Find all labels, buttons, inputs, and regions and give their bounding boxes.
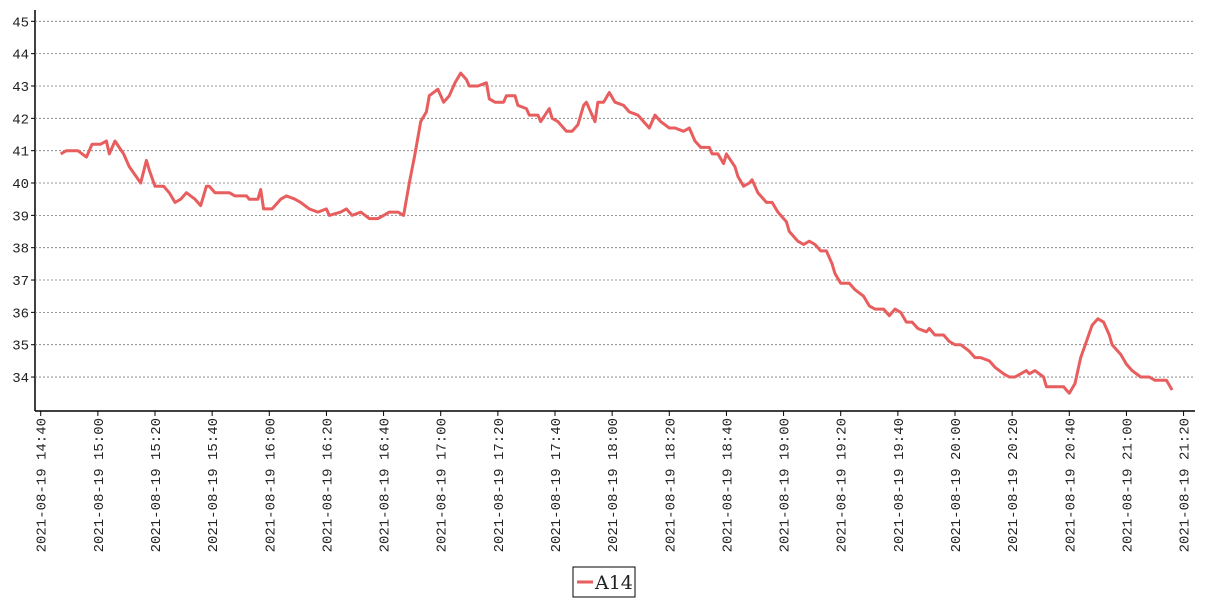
y-tick-label: 39: [12, 209, 29, 225]
x-tick-label: 2021-08-19 15:20: [149, 418, 165, 552]
x-tick-label: 2021-08-19 15:40: [206, 418, 222, 552]
x-tick-label: 2021-08-19 19:20: [835, 418, 851, 552]
x-tick-label: 2021-08-19 20:00: [949, 418, 965, 552]
x-tick-label: 2021-08-19 19:00: [778, 418, 794, 552]
x-tick-label: 2021-08-19 18:20: [663, 418, 679, 552]
x-tick-label: 2021-08-19 18:40: [720, 418, 736, 552]
x-tick-label: 2021-08-19 16:40: [378, 418, 394, 552]
x-tick-label: 2021-08-19 20:20: [1006, 418, 1022, 552]
y-tick-label: 42: [12, 112, 29, 128]
x-tick-label: 2021-08-19 14:40: [35, 418, 51, 552]
y-tick-label: 43: [12, 80, 29, 96]
y-tick-label: 40: [12, 177, 29, 193]
legend-label: A14: [594, 572, 633, 594]
y-tick-label: 37: [12, 274, 29, 290]
x-tick-label: 2021-08-19 17:40: [549, 418, 565, 552]
y-tick-label: 38: [12, 242, 29, 258]
x-tick-label: 2021-08-19 21:00: [1120, 418, 1136, 552]
y-tick-label: 36: [12, 306, 29, 322]
x-tick-label: 2021-08-19 21:20: [1178, 418, 1194, 552]
x-tick-label: 2021-08-19 20:40: [1063, 418, 1079, 552]
y-tick-label: 45: [12, 15, 29, 31]
x-tick-label: 2021-08-19 18:00: [606, 418, 622, 552]
y-tick-label: 34: [12, 371, 29, 387]
x-tick-label: 2021-08-19 17:00: [435, 418, 451, 552]
x-tick-label: 2021-08-19 15:00: [92, 418, 108, 552]
x-tick-label: 2021-08-19 17:20: [492, 418, 508, 552]
x-tick-label: 2021-08-19 16:00: [263, 418, 279, 552]
x-tick-label: 2021-08-19 16:20: [320, 418, 336, 552]
legend: A14: [572, 566, 636, 598]
x-tick-label: 2021-08-19 19:40: [892, 418, 908, 552]
y-tick-label: 41: [12, 145, 29, 161]
data-line: [59, 71, 1174, 395]
y-tick-label: 44: [12, 48, 29, 64]
y-tick-label: 35: [12, 339, 29, 355]
